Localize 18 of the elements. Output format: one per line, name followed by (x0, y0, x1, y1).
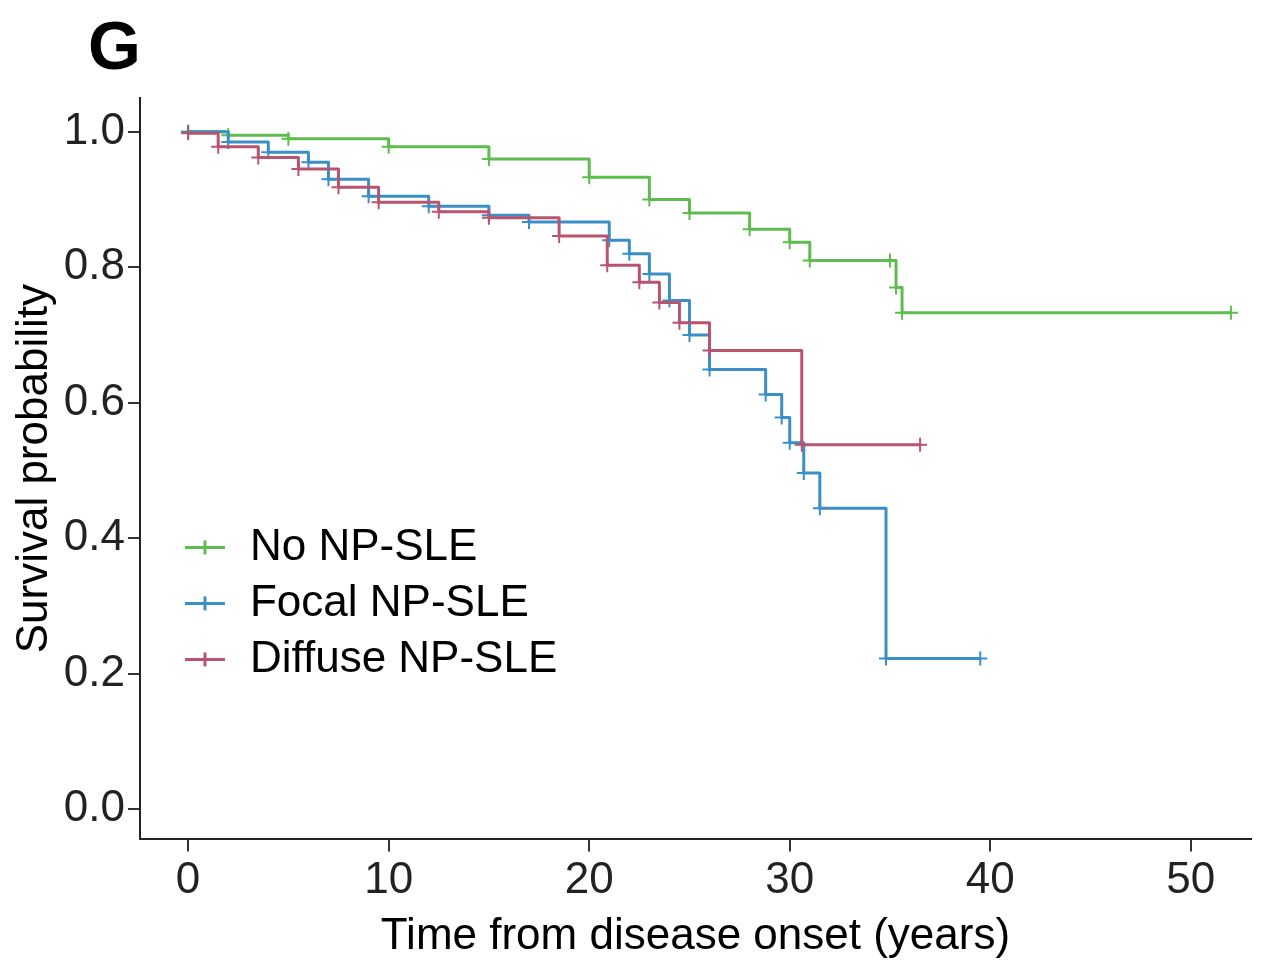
legend-label: Diffuse NP-SLE (249, 631, 558, 681)
y-tick-label: 0.6 (63, 374, 125, 424)
y-tick-label: 1.0 (63, 103, 125, 153)
x-tick-label: 30 (765, 852, 815, 902)
y-tick-label: 0.0 (63, 781, 125, 831)
x-tick-label: 50 (1166, 852, 1216, 902)
x-axis-title: Time from disease onset (years) (380, 908, 1011, 958)
x-tick-label: 40 (965, 852, 1015, 902)
y-tick-label: 0.2 (63, 645, 125, 695)
y-tick-label: 0.4 (63, 510, 125, 560)
chart-title: G (88, 6, 141, 83)
y-tick-label: 0.8 (63, 239, 125, 289)
x-tick-label: 0 (175, 852, 201, 902)
y-axis-title: Survival probability (6, 284, 56, 654)
legend-label: No NP-SLE (249, 519, 478, 569)
x-tick-label: 20 (564, 852, 614, 902)
legend-label: Focal NP-SLE (249, 575, 529, 625)
x-tick-label: 10 (364, 852, 414, 902)
